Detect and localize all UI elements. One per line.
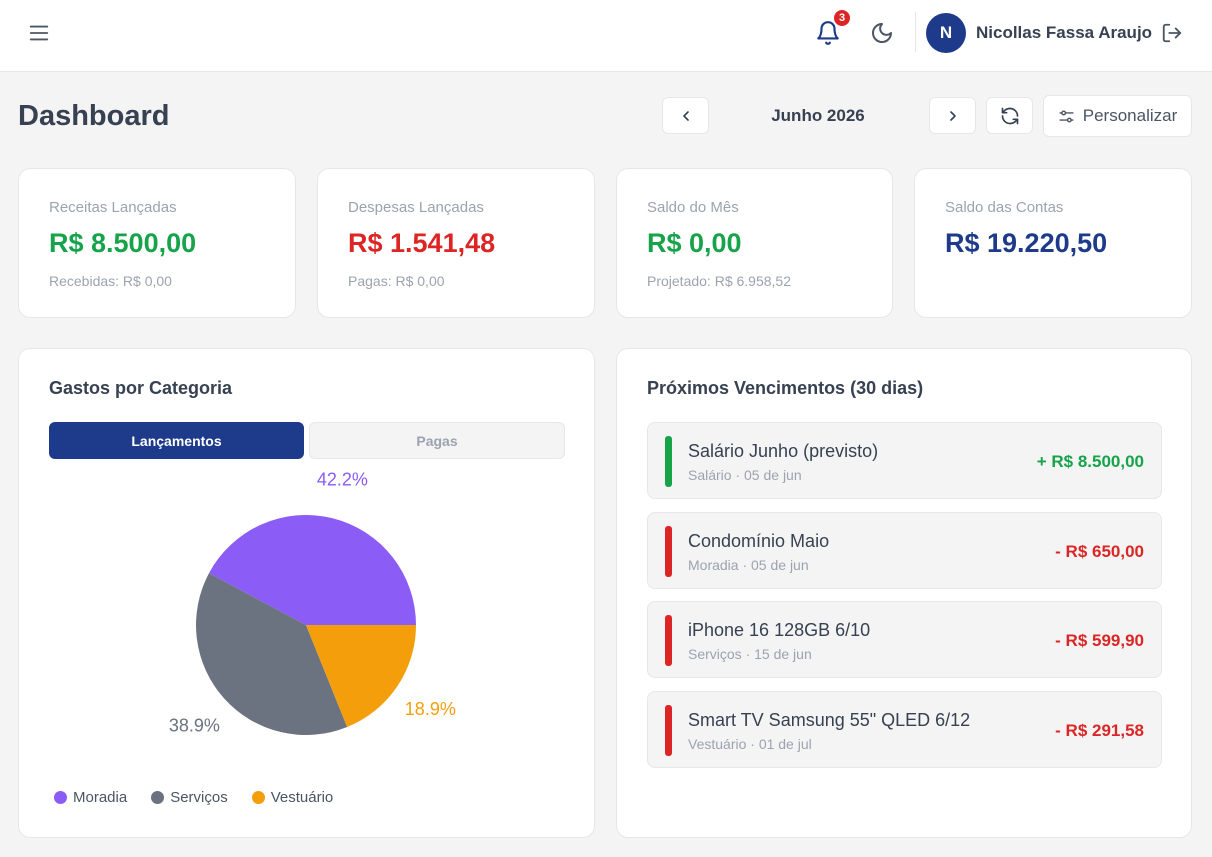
due-status-bar — [665, 526, 672, 577]
chevron-right-icon — [949, 110, 956, 121]
category-panel: Gastos por Categoria Lançamentos Pagas 4… — [18, 348, 595, 838]
section-title: Próximos Vencimentos (30 dias) — [647, 378, 924, 398]
tab-pagas[interactable]: Pagas — [309, 422, 565, 459]
due-amount: - R$ 650,00 — [1055, 542, 1144, 561]
pie-percentage-label: 42.2% — [317, 469, 368, 489]
stat-subtext: Pagas: R$ 0,00 — [348, 273, 445, 289]
due-subtitle: Salário · 05 de jun — [688, 467, 802, 483]
due-subtitle: Vestuário · 01 de jul — [688, 736, 812, 752]
legend-item-moradia[interactable]: Moradia — [54, 789, 127, 806]
next-month-button[interactable] — [929, 97, 976, 134]
current-month: Junho 2026 — [771, 106, 865, 125]
notification-badge: 3 — [832, 8, 852, 28]
customize-label: Personalizar — [1082, 106, 1178, 125]
stat-label: Saldo das Contas — [945, 199, 1064, 216]
legend-item-servicos[interactable]: Serviços — [151, 789, 228, 806]
refresh-button[interactable] — [986, 97, 1033, 134]
pie-percentage-label: 18.9% — [405, 699, 456, 719]
section-title: Gastos por Categoria — [49, 378, 233, 398]
stat-subtext: Recebidas: R$ 0,00 — [49, 273, 172, 289]
legend-label: Serviços — [170, 789, 228, 806]
pie-chart: 42.2% 38.9% 18.9% — [169, 469, 456, 735]
legend-swatch — [151, 791, 165, 804]
chevron-left-icon — [682, 110, 689, 121]
legend-swatch — [54, 791, 67, 804]
due-status-bar — [665, 615, 672, 666]
due-title: Smart TV Samsung 55" QLED 6/12 — [688, 710, 971, 730]
due-item[interactable]: Smart TV Samsung 55" QLED 6/12 Vestuário… — [647, 691, 1162, 768]
legend-label: Moradia — [73, 789, 128, 806]
stat-value: R$ 0,00 — [647, 228, 742, 258]
due-title: iPhone 16 128GB 6/10 — [688, 620, 871, 640]
customize-button[interactable]: Personalizar — [1043, 95, 1192, 137]
due-amount: - R$ 291,58 — [1055, 721, 1144, 740]
pie-slice-serviços[interactable] — [196, 573, 348, 735]
due-title: Condomínio Maio — [688, 531, 830, 551]
tab-lancamentos[interactable]: Lançamentos — [49, 422, 304, 459]
due-status-bar — [665, 705, 672, 756]
stat-label: Receitas Lançadas — [49, 199, 177, 216]
due-item[interactable]: iPhone 16 128GB 6/10 Serviços · 15 de ju… — [647, 601, 1162, 678]
moon-icon[interactable] — [870, 21, 894, 45]
logout-icon[interactable] — [1161, 22, 1183, 44]
chart-legend: Moradia Serviços Vestuário — [54, 789, 333, 806]
page-title: Dashboard — [18, 100, 170, 132]
stat-label: Despesas Lançadas — [348, 199, 484, 216]
header-divider — [915, 12, 916, 52]
stat-label: Saldo do Mês — [647, 199, 739, 216]
legend-item-vestuario[interactable]: Vestuário — [251, 789, 334, 806]
due-subtitle: Serviços · 15 de jun — [688, 646, 812, 662]
stat-value: R$ 8.500,00 — [49, 228, 197, 258]
due-item[interactable]: Salário Junho (previsto) Salário · 05 de… — [647, 422, 1162, 499]
stat-value: R$ 19.220,50 — [945, 228, 1108, 258]
due-title: Salário Junho (previsto) — [688, 441, 879, 461]
stat-card-expenses: Despesas Lançadas R$ 1.541,48 Pagas: R$ … — [317, 168, 595, 318]
pie-slice-vestuário[interactable] — [306, 625, 416, 728]
avatar[interactable]: N — [926, 13, 966, 53]
stat-card-accounts-balance: Saldo das Contas R$ 19.220,50 — [914, 168, 1192, 318]
stat-subtext: Projetado: R$ 6.958,52 — [647, 273, 791, 289]
due-subtitle: Moradia · 05 de jun — [688, 557, 809, 573]
due-amount: + R$ 8.500,00 — [1036, 452, 1144, 471]
due-status-bar — [665, 436, 672, 487]
sliders-icon — [1059, 109, 1074, 123]
user-name: Nicollas Fassa Araujo — [976, 23, 1153, 42]
pie-slice-moradia[interactable] — [208, 515, 416, 625]
previous-month-button[interactable] — [662, 97, 709, 134]
stat-value: R$ 1.541,48 — [348, 228, 496, 258]
refresh-icon — [1001, 107, 1018, 124]
bell-icon[interactable] — [815, 20, 841, 46]
legend-swatch — [251, 791, 265, 804]
due-item[interactable]: Condomínio Maio Moradia · 05 de jun - R$… — [647, 512, 1162, 589]
due-amount: - R$ 599,90 — [1055, 631, 1144, 650]
top-bar: 3 N Nicollas Fassa Araujo — [0, 0, 1212, 72]
upcoming-due-panel: Próximos Vencimentos (30 dias) Salário J… — [616, 348, 1192, 838]
legend-label: Vestuário — [270, 789, 334, 806]
menu-icon[interactable] — [28, 22, 50, 44]
stat-card-income: Receitas Lançadas R$ 8.500,00 Recebidas:… — [18, 168, 296, 318]
pie-percentage-label: 38.9% — [169, 715, 220, 735]
stat-card-month-balance: Saldo do Mês R$ 0,00 Projetado: R$ 6.958… — [616, 168, 893, 318]
